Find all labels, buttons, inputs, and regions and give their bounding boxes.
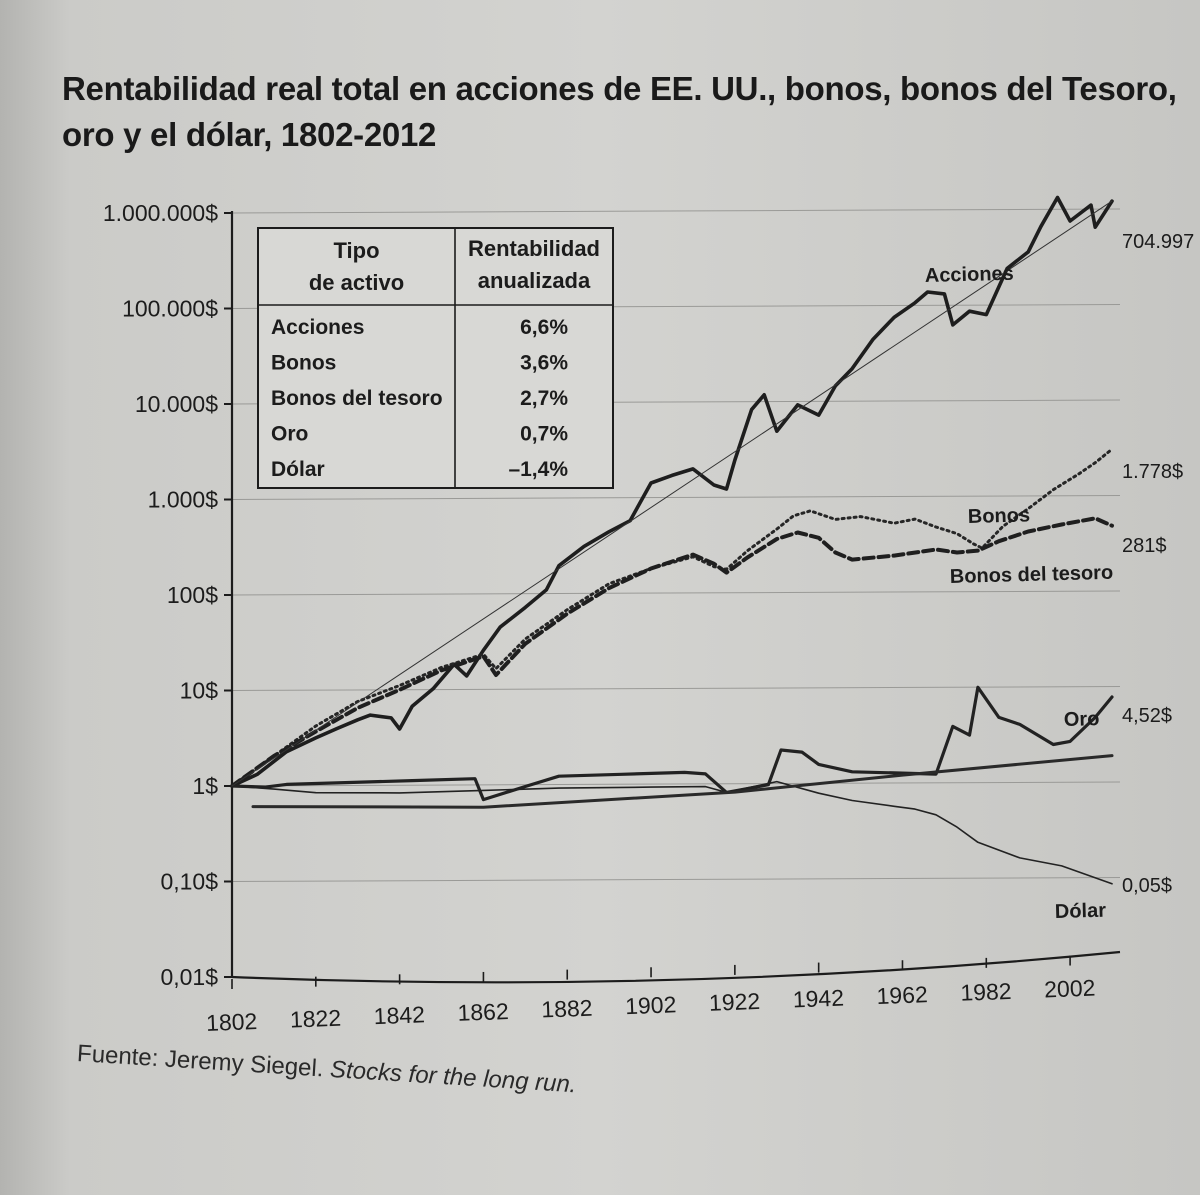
table-cell-return: 3,6% bbox=[520, 352, 568, 375]
series-label: Oro bbox=[1064, 708, 1100, 731]
end-value-label: 281$ bbox=[1122, 535, 1167, 557]
table-cell-asset: Bonos bbox=[271, 352, 336, 375]
returns-table: Tipo de activo Rentabilidad anualizada Accio… bbox=[257, 227, 614, 489]
series-line-bonos bbox=[230, 447, 1114, 788]
gridline bbox=[231, 686, 1121, 691]
y-tick-label: 1.000$ bbox=[148, 487, 219, 513]
series-label: Dólar bbox=[1055, 900, 1107, 923]
series-label: Acciones bbox=[925, 263, 1014, 287]
x-tick-label: 1982 bbox=[960, 978, 1012, 1006]
gridline bbox=[231, 208, 1121, 214]
series-labels: Acciones Bonos Bonos del tesoro Oro Dólar bbox=[925, 263, 1114, 923]
x-tick-label: 1942 bbox=[792, 985, 844, 1013]
x-tick-label: 1822 bbox=[289, 1005, 341, 1033]
gridline bbox=[231, 877, 1121, 882]
table-cell-return: –1,4% bbox=[508, 458, 568, 481]
x-tick-label: 1862 bbox=[457, 998, 509, 1026]
table-header-label: anualizada bbox=[478, 268, 591, 293]
series-line-bonos-del-tesoro bbox=[230, 516, 1114, 788]
series-line-tendencia-acciones bbox=[231, 200, 1113, 787]
y-tick-label: 10$ bbox=[180, 678, 219, 704]
y-tick-label: 0,01$ bbox=[160, 964, 218, 990]
x-tick-label: 1902 bbox=[625, 991, 677, 1019]
y-tick-label: 100.000$ bbox=[122, 296, 218, 322]
end-value-label: 1.778$ bbox=[1122, 461, 1183, 483]
y-tick-label: 0,10$ bbox=[160, 869, 218, 895]
x-tick-label: 1842 bbox=[373, 1001, 425, 1029]
gridline bbox=[231, 590, 1121, 596]
end-value-label: 704.997 bbox=[1122, 231, 1194, 253]
series-label: Bonos bbox=[968, 504, 1031, 528]
y-axis-ticks: 1.000.000$ 100.000$ 10.000$ 1.000$ 100$ 10$ 1$… bbox=[103, 200, 232, 990]
x-tick-label: 1802 bbox=[206, 1008, 258, 1036]
gridline bbox=[231, 781, 1121, 787]
end-value-label: 4,52$ bbox=[1122, 705, 1172, 727]
series-lines bbox=[230, 195, 1114, 885]
table-header-label: Tipo bbox=[333, 238, 379, 263]
series-line-dólar bbox=[231, 780, 1113, 885]
y-tick-label: 100$ bbox=[167, 582, 218, 608]
table-cell-return: 0,7% bbox=[520, 423, 568, 446]
series-line-acciones bbox=[230, 195, 1114, 788]
table-cell-asset: Bonos del tesoro bbox=[271, 387, 443, 410]
x-tick-label: 1882 bbox=[541, 995, 593, 1023]
table-cell-return: 6,6% bbox=[520, 316, 568, 339]
x-axis-ticks: 1802 1822 1842 1862 1882 1902 1922 1942 1962 1982… bbox=[206, 955, 1096, 1036]
table-cell-asset: Acciones bbox=[271, 316, 364, 339]
series-label: Bonos del tesoro bbox=[950, 562, 1114, 588]
x-tick-label: 1922 bbox=[708, 988, 760, 1016]
x-tick-label: 2002 bbox=[1044, 975, 1096, 1003]
table-cell-asset: Dólar bbox=[271, 458, 325, 481]
gridline bbox=[231, 495, 1121, 500]
x-tick-label: 1962 bbox=[876, 981, 928, 1009]
table-header-label: de activo bbox=[309, 270, 404, 295]
table-cell-asset: Oro bbox=[271, 423, 308, 446]
series-line-oro bbox=[230, 685, 1114, 802]
table-frame bbox=[257, 227, 614, 489]
table-header-label: Rentabilidad bbox=[468, 236, 600, 261]
y-tick-label: 10.000$ bbox=[135, 391, 218, 417]
y-tick-label: 1.000.000$ bbox=[103, 200, 218, 226]
x-axis-line bbox=[231, 950, 1121, 984]
end-value-label: 0,05$ bbox=[1122, 875, 1172, 897]
y-tick-label: 1$ bbox=[192, 773, 218, 799]
table-cell-return: 2,7% bbox=[520, 387, 568, 410]
series-line-tendencia-oro bbox=[251, 754, 1114, 809]
end-value-labels: 704.997 1.778$ 281$ 4,52$ 0,05$ bbox=[1122, 231, 1194, 897]
chart-title: Rentabilidad real total en acciones de E… bbox=[62, 70, 1177, 153]
